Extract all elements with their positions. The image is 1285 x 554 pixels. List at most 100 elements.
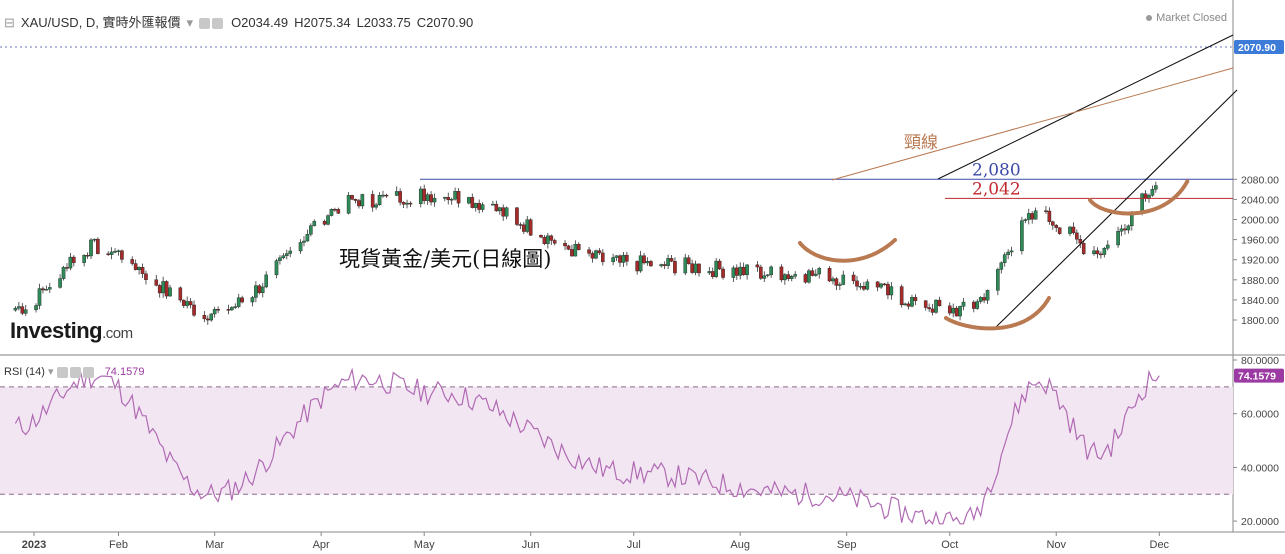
- candle-body: [803, 274, 808, 283]
- candle-body: [240, 297, 244, 303]
- candle-body: [611, 257, 615, 263]
- y-tick-label: 1920.00: [1241, 255, 1279, 267]
- candle-body: [1154, 185, 1158, 190]
- candle-body: [1051, 221, 1055, 226]
- candle-body: [1006, 251, 1010, 255]
- candle-body: [841, 274, 846, 285]
- ohlc-low: L2033.75: [356, 15, 411, 30]
- candle-body: [985, 290, 990, 301]
- x-tick-label: 2023: [22, 539, 46, 551]
- candle-body: [34, 305, 38, 310]
- candle-body: [697, 263, 701, 274]
- y-tick-label: 1840.00: [1241, 295, 1279, 307]
- candle-body: [264, 274, 268, 288]
- candle-body: [302, 240, 306, 243]
- candle-body: [930, 308, 935, 313]
- candle-body: [17, 306, 21, 309]
- candle-body: [58, 278, 62, 288]
- candle-body: [357, 200, 361, 207]
- candle-body: [721, 268, 725, 278]
- rsi-y-tick-label: 20.0000: [1241, 516, 1279, 528]
- chevron-down-icon[interactable]: ▾: [48, 366, 54, 378]
- candle-body: [827, 268, 832, 282]
- candle-body: [817, 268, 822, 275]
- candle-body: [329, 209, 334, 216]
- chevron-down-icon[interactable]: ▾: [186, 15, 194, 30]
- candle-body: [154, 279, 159, 286]
- candle-body: [642, 255, 646, 264]
- candle-body: [1150, 189, 1155, 196]
- rsi-value-badge-label: 74.1579: [1238, 371, 1276, 383]
- candle-body: [1047, 210, 1052, 222]
- candle-body: [470, 197, 475, 208]
- resistance-label: 2,080: [972, 160, 1021, 180]
- candle-body: [188, 301, 193, 306]
- candle-body: [1044, 210, 1048, 212]
- candle-body: [360, 194, 365, 207]
- candle-body: [504, 207, 509, 217]
- candle-body: [862, 286, 866, 290]
- candle-body: [192, 304, 196, 316]
- candle-body: [552, 240, 557, 244]
- candle-body: [1054, 225, 1059, 228]
- y-tick-label: 2040.00: [1241, 194, 1279, 206]
- candle-body: [899, 286, 904, 306]
- candle-body: [954, 307, 959, 317]
- y-tick-label: 1800.00: [1241, 315, 1279, 327]
- candle-body: [903, 303, 907, 306]
- candle-body: [601, 252, 605, 263]
- candle-body: [755, 264, 760, 268]
- candle-body: [786, 274, 791, 279]
- candle-body: [793, 274, 797, 277]
- collapse-icon[interactable]: ⊟: [4, 15, 15, 30]
- candle-body: [336, 209, 341, 214]
- channel-upper-line: [937, 34, 1234, 180]
- candle-body: [807, 270, 811, 283]
- candle-body: [769, 266, 773, 276]
- rsi-label[interactable]: RSI (14): [4, 366, 45, 378]
- settings-icons[interactable]: [199, 15, 225, 30]
- candle-body: [133, 263, 138, 271]
- candle-body: [662, 264, 667, 266]
- channel-lower-line: [993, 89, 1238, 330]
- candle-body: [137, 266, 141, 271]
- rsi-settings-icons[interactable]: [56, 366, 96, 378]
- candle-body: [889, 286, 894, 296]
- candle-body: [996, 269, 1000, 291]
- candle-body: [783, 274, 787, 281]
- candle-body: [216, 309, 220, 311]
- candle-body: [666, 258, 670, 266]
- candle-body: [731, 267, 736, 278]
- candle-body: [168, 287, 172, 297]
- candle-body: [446, 197, 451, 201]
- candle-body: [181, 299, 186, 306]
- candle-body: [209, 313, 214, 321]
- candle-body: [425, 194, 430, 201]
- candle-body: [254, 285, 258, 298]
- candle-body: [422, 188, 427, 201]
- candle-body: [570, 249, 574, 257]
- candle-body: [539, 235, 543, 238]
- candle-body: [745, 264, 749, 276]
- candle-body: [236, 297, 241, 307]
- candle-body: [274, 260, 279, 276]
- candle-body: [913, 297, 918, 301]
- candle-body: [937, 299, 942, 307]
- y-tick-label: 1960.00: [1241, 235, 1279, 247]
- candle-body: [13, 307, 18, 311]
- support-label: 2,042: [972, 179, 1021, 199]
- candle-body: [44, 289, 49, 291]
- x-tick-label: Oct: [941, 539, 958, 551]
- candle-body: [707, 271, 712, 274]
- candle-body: [1033, 210, 1038, 220]
- candle-body: [226, 309, 231, 311]
- candle-body: [906, 303, 911, 307]
- candle-body: [618, 255, 622, 263]
- candle-body: [322, 221, 327, 225]
- symbol-label[interactable]: XAU/USD, D, 實時外匯報價: [20, 15, 181, 30]
- candle-body: [384, 194, 389, 197]
- candle-body: [418, 188, 423, 205]
- candle-body: [717, 260, 722, 270]
- candle-body: [741, 266, 746, 276]
